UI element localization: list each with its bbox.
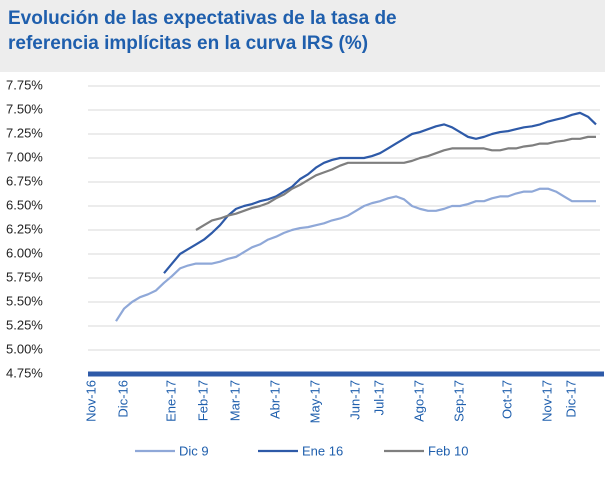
x-tick-label: Abr-17 [267,380,282,419]
x-tick-label: May-17 [307,380,322,423]
x-tick-label: Ene-17 [163,380,178,422]
x-tick-label: Nov-17 [539,380,554,422]
legend-label: Ene 16 [302,443,343,458]
legend-label: Feb 10 [428,443,468,458]
legend-label: Dic 9 [179,443,209,458]
y-tick-label: 5.00% [6,341,43,356]
y-tick-label: 7.75% [6,77,43,92]
y-tick-label: 7.25% [6,125,43,140]
x-tick-label: Mar-17 [227,380,242,421]
y-tick-label: 6.50% [6,197,43,212]
y-tick-label: 6.25% [6,221,43,236]
chart-title-band: Evolución de las expectativas de la tasa… [0,0,605,72]
chart-title: Evolución de las expectativas de la tasa… [8,8,397,54]
x-tick-label: Dic-17 [563,380,578,418]
series-line [163,111,597,274]
x-tick-label: Sep-17 [451,380,466,422]
y-tick-label: 5.75% [6,269,43,284]
x-tick-label: Oct-17 [499,380,514,419]
x-tick-label: Dic-16 [115,380,130,418]
x-tick-label: Feb-17 [195,380,210,421]
y-tick-label: 6.75% [6,173,43,188]
series-line [115,187,596,322]
y-tick-label: 7.00% [6,149,43,164]
y-tick-label: 6.00% [6,245,43,260]
y-tick-label: 5.50% [6,293,43,308]
series-line [195,135,596,231]
x-tick-label: Jul-17 [371,380,386,415]
y-tick-label: 5.25% [6,317,43,332]
x-tick-label: Ago-17 [411,380,426,422]
y-tick-label: 7.50% [6,101,43,116]
x-tick-label: Jun-17 [347,380,362,420]
x-tick-label: Nov-16 [83,380,98,422]
y-tick-label: 4.75% [6,365,43,380]
